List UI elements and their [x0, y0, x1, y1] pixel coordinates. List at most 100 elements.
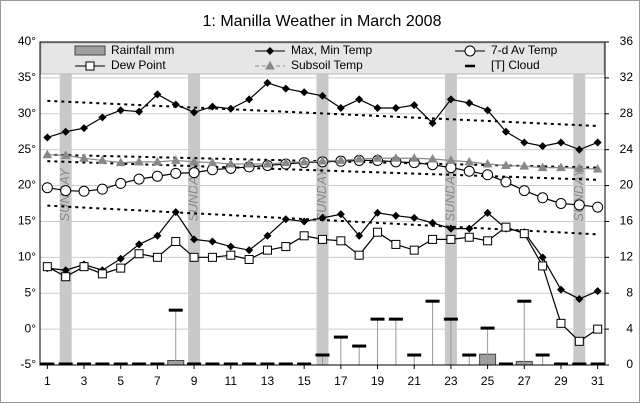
triangle-marker [42, 149, 53, 159]
y2-tick-label: 4 [626, 321, 633, 335]
diamond-marker [593, 287, 602, 296]
sunday-band [316, 42, 329, 365]
circle-marker [206, 164, 218, 176]
diamond-marker [318, 91, 327, 100]
triangle-marker [79, 153, 89, 162]
diamond-marker [593, 138, 602, 147]
x-tick-label: 9 [191, 374, 198, 388]
diamond-marker [483, 106, 492, 115]
x-tick-label: 7 [154, 374, 161, 388]
circle-marker [463, 165, 475, 177]
y-tick-label: 35° [18, 70, 36, 84]
square-marker [244, 254, 254, 264]
circle-marker [133, 173, 145, 185]
diamond-marker [190, 108, 199, 117]
triangle-marker [170, 155, 181, 164]
diamond-marker [226, 242, 235, 251]
circle-marker [573, 199, 585, 211]
x-tick-label: 15 [297, 374, 311, 388]
diamond-marker [410, 101, 419, 110]
x-tick-label: 3 [81, 374, 88, 388]
y2-tick-label: 8 [626, 285, 633, 299]
y2-tick-label: 28 [620, 106, 634, 120]
square-marker [501, 222, 511, 232]
triangle-marker [60, 150, 71, 159]
legend-label: Subsoil Temp [291, 58, 363, 72]
diamond-marker [226, 104, 235, 113]
square-marker [207, 252, 217, 262]
diamond-marker [281, 84, 290, 93]
square-marker [373, 227, 383, 237]
triangle-marker [482, 159, 493, 168]
sunday-label: SUNDAY [571, 167, 586, 222]
circle-marker [115, 177, 127, 189]
diamond-marker [153, 90, 162, 99]
x-tick-label: 21 [408, 374, 422, 388]
square-marker [464, 232, 474, 242]
diamond-marker [318, 213, 327, 222]
x-tick-label: 5 [117, 374, 124, 388]
triangle-marker [97, 155, 108, 164]
square-marker [574, 336, 584, 346]
y-tick-label: 10° [18, 250, 36, 264]
triangle-marker [262, 159, 273, 168]
y2-tick-label: 16 [620, 214, 634, 228]
triangle-marker [244, 159, 254, 168]
square-marker [483, 236, 493, 246]
triangle-marker [592, 164, 603, 173]
diamond-marker [428, 119, 437, 128]
legend-label: Max, Min Temp [291, 43, 372, 57]
diamond-marker [556, 138, 565, 147]
circle-marker [464, 45, 476, 57]
triangle-marker [354, 153, 365, 163]
diamond-marker [171, 100, 180, 109]
diamond-marker [391, 211, 400, 220]
circle-marker [41, 182, 53, 194]
circle-marker [151, 170, 163, 182]
diamond-marker [245, 246, 254, 255]
square-marker [79, 262, 89, 272]
triangle-marker [372, 153, 383, 162]
circle-marker [592, 201, 604, 213]
square-marker [116, 263, 126, 273]
y-tick-label: 5° [25, 285, 37, 299]
diamond-marker [465, 99, 474, 108]
diamond-marker [336, 210, 345, 219]
square-marker [134, 249, 144, 259]
triangle-marker [152, 156, 163, 166]
diamond-marker [355, 95, 364, 104]
legend-label: Rainfall mm [111, 43, 174, 57]
diamond-marker [501, 127, 510, 136]
triangle-marker [335, 155, 346, 164]
diamond-marker [520, 138, 529, 147]
triangle-marker [556, 162, 566, 172]
diamond-marker [428, 218, 437, 227]
diamond-marker [80, 124, 89, 133]
diamond-marker [336, 104, 345, 113]
triangle-marker [574, 163, 585, 172]
square-marker [97, 269, 107, 279]
triangle-marker [115, 157, 126, 167]
circle-marker [555, 198, 567, 209]
triangle-marker [427, 153, 438, 163]
square-marker [189, 252, 199, 262]
diamond-marker [300, 217, 309, 226]
triangle-marker [207, 157, 218, 167]
square-marker [152, 252, 162, 262]
diamond-marker [98, 113, 107, 122]
diamond-marker [266, 47, 274, 55]
y2-tick-label: 12 [620, 250, 634, 264]
diamond-marker [135, 107, 144, 116]
diamond-marker [465, 224, 474, 233]
square-marker [354, 250, 364, 260]
legend-label: Dew Point [111, 58, 166, 72]
square-marker [42, 262, 52, 272]
y-tick-label: 30° [18, 106, 36, 120]
x-tick-label: 31 [591, 374, 605, 388]
triangle-marker [225, 159, 236, 168]
sunday-label: SUNDAY [314, 167, 329, 222]
circle-marker [518, 185, 530, 197]
diamond-marker [446, 224, 455, 233]
